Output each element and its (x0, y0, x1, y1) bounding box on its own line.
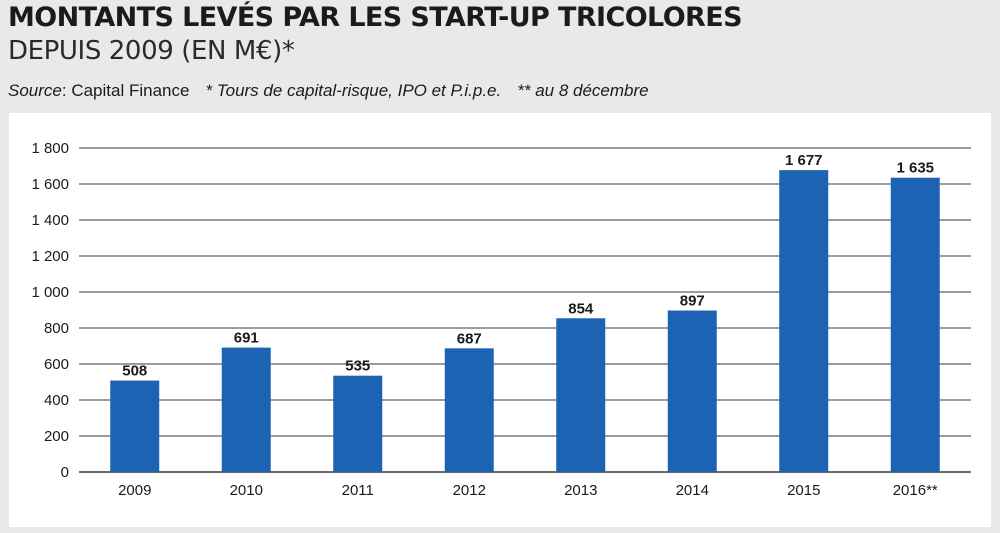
source-name: : Capital Finance (61, 81, 190, 100)
chart-subtitle: DEPUIS 2009 (EN M€)* (8, 36, 295, 66)
footnote-2: ** au 8 décembre (517, 81, 649, 100)
footnote-1: * Tours de capital-risque, IPO et P.i.p.… (205, 81, 502, 100)
bar (779, 170, 829, 472)
bar (556, 318, 606, 472)
data-label: 508 (122, 363, 147, 380)
y-tick-label: 1 000 (31, 284, 69, 301)
y-tick-label: 1 200 (31, 248, 69, 265)
bar (110, 380, 160, 472)
source-line: Source: Capital Finance * Tours de capita… (8, 81, 649, 101)
bar (221, 347, 271, 472)
y-tick-label: 0 (61, 464, 69, 481)
chart-title: MONTANTS LEVÉS PAR LES START-UP TRICOLOR… (8, 2, 743, 33)
chart-panel: 0 200 400 600 800 1 000 1 200 1 400 1 600 1 800 50… (9, 113, 991, 527)
x-tick-label: 2010 (230, 482, 263, 499)
bar (444, 348, 494, 472)
y-tick-label: 800 (44, 320, 69, 337)
y-tick-label: 1 800 (31, 140, 69, 157)
x-tick-label: 2016** (893, 482, 938, 499)
x-tick-label: 2014 (676, 482, 709, 499)
x-tick-label: 2011 (342, 482, 374, 499)
bar (667, 310, 717, 472)
y-tick-label: 1 400 (31, 212, 69, 229)
bar (333, 375, 383, 472)
y-tick-label: 600 (44, 356, 69, 373)
data-label: 687 (457, 330, 482, 347)
x-tick-label: 2013 (564, 482, 597, 499)
y-tick-label: 1 600 (31, 176, 69, 193)
source-prefix: Source (8, 81, 62, 100)
x-tick-label: 2012 (453, 482, 486, 499)
data-label: 1 677 (785, 152, 823, 169)
bar (890, 177, 940, 472)
data-label: 897 (680, 293, 705, 310)
y-tick-label: 400 (44, 392, 69, 409)
data-label: 1 635 (896, 160, 934, 177)
bar-chart: 0 200 400 600 800 1 000 1 200 1 400 1 600 1 800 50… (31, 140, 971, 499)
x-tick-label: 2009 (118, 482, 151, 499)
y-tick-label: 200 (44, 428, 69, 445)
x-tick-label: 2015 (787, 482, 820, 499)
data-label: 691 (234, 330, 259, 347)
data-label: 854 (568, 300, 594, 317)
data-label: 535 (345, 358, 370, 375)
